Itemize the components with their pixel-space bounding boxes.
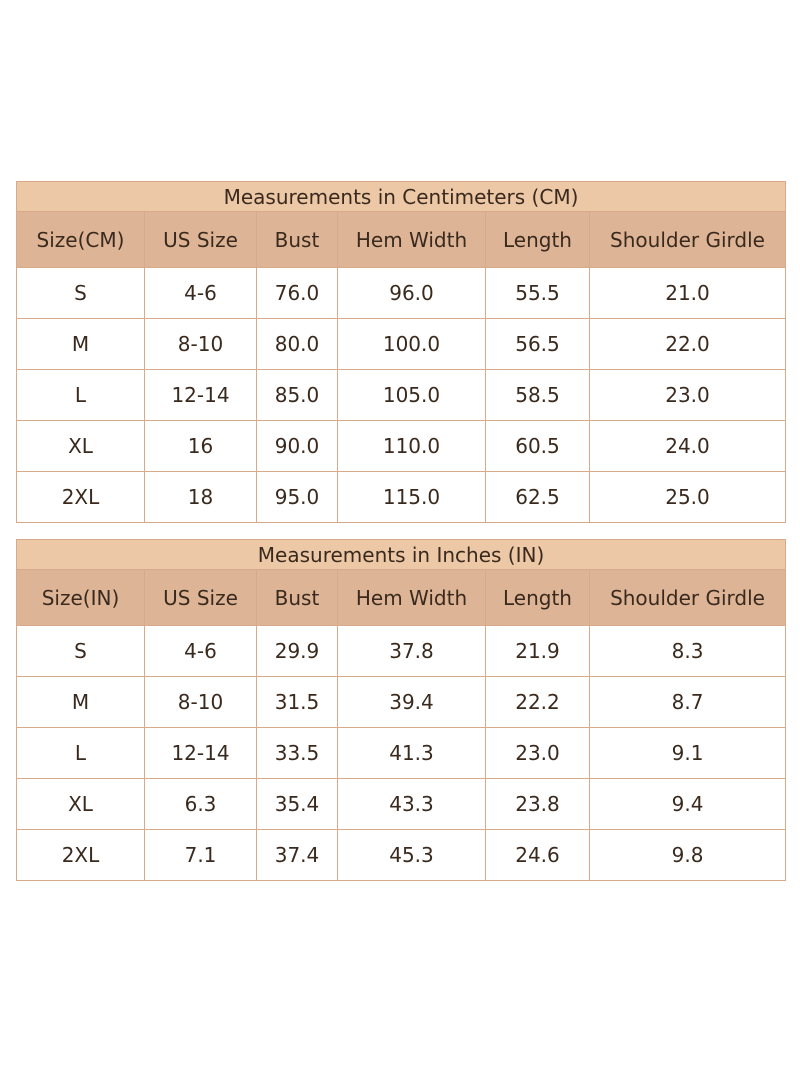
cell: 12-14: [144, 727, 257, 779]
cell: XL: [16, 420, 145, 472]
cell: 115.0: [337, 471, 486, 523]
data-row: 2XL 7.1 37.4 45.3 24.6 9.8: [16, 829, 787, 881]
data-row: M 8-10 31.5 39.4 22.2 8.7: [16, 676, 787, 728]
size-table: Measurements in Inches (IN) Size(IN) US Si…: [15, 539, 787, 881]
cell: 100.0: [337, 318, 486, 370]
cell: 90.0: [256, 420, 338, 472]
column-header: US Size: [144, 569, 257, 626]
cell: 6.3: [144, 778, 257, 830]
cell: L: [16, 727, 145, 779]
column-header: Shoulder Girdle: [589, 211, 786, 268]
cell: 9.4: [588, 778, 787, 830]
cell: 21.9: [485, 625, 590, 677]
cell: 9.8: [588, 829, 787, 881]
cell: 24.0: [589, 420, 786, 472]
cell: M: [16, 318, 145, 370]
cell: XL: [16, 778, 145, 830]
cell: 7.1: [144, 829, 257, 881]
data-row: L 12-14 33.5 41.3 23.0 9.1: [16, 727, 787, 779]
cell: 31.5: [256, 676, 338, 728]
cell: 95.0: [256, 471, 338, 523]
data-row: S 4-6 29.9 37.8 21.9 8.3: [16, 625, 787, 677]
cell: 23.0: [485, 727, 590, 779]
column-header: Bust: [256, 569, 338, 626]
data-row: L 12-14 85.0 105.0 58.5 23.0: [16, 369, 786, 421]
cell: 105.0: [337, 369, 486, 421]
cell: 16: [144, 420, 257, 472]
column-header: Size(CM): [16, 211, 145, 268]
size-table: Measurements in Centimeters (CM) Size(CM)…: [16, 181, 786, 523]
cell: 12-14: [144, 369, 257, 421]
cell: 80.0: [256, 318, 338, 370]
cell: 85.0: [256, 369, 338, 421]
cell: 39.4: [337, 676, 486, 728]
cell: 33.5: [256, 727, 338, 779]
cell: 8.3: [588, 625, 787, 677]
column-header: Length: [485, 211, 590, 268]
cell: 41.3: [337, 727, 486, 779]
data-row: XL 16 90.0 110.0 60.5 24.0: [16, 420, 786, 472]
table-title: Measurements in Centimeters (CM): [16, 181, 786, 212]
cell: 2XL: [16, 829, 145, 881]
cell: 8.7: [588, 676, 787, 728]
cell: 18: [144, 471, 257, 523]
column-header: Size(IN): [16, 569, 145, 626]
title-row: Measurements in Inches (IN): [15, 539, 787, 570]
cell: L: [16, 369, 145, 421]
cell: 22.0: [589, 318, 786, 370]
cell: 35.4: [256, 778, 338, 830]
cell: 23.0: [589, 369, 786, 421]
column-header: Shoulder Girdle: [588, 569, 787, 626]
cell: 37.8: [337, 625, 486, 677]
column-header: Length: [485, 569, 590, 626]
cell: 29.9: [256, 625, 338, 677]
cell: 9.1: [588, 727, 787, 779]
data-row: S 4-6 76.0 96.0 55.5 21.0: [16, 267, 786, 319]
table-title: Measurements in Inches (IN): [15, 539, 787, 570]
title-row: Measurements in Centimeters (CM): [16, 181, 786, 212]
cell: 23.8: [485, 778, 590, 830]
cell: 4-6: [144, 625, 257, 677]
cell: 8-10: [144, 676, 257, 728]
column-header: Bust: [256, 211, 338, 268]
cell: 56.5: [485, 318, 590, 370]
data-row: XL 6.3 35.4 43.3 23.8 9.4: [16, 778, 787, 830]
cell: 37.4: [256, 829, 338, 881]
data-row: 2XL 18 95.0 115.0 62.5 25.0: [16, 471, 786, 523]
cell: 60.5: [485, 420, 590, 472]
column-header: Hem Width: [337, 211, 486, 268]
column-header: Hem Width: [337, 569, 486, 626]
cell: S: [16, 267, 145, 319]
cell: 55.5: [485, 267, 590, 319]
cell: 22.2: [485, 676, 590, 728]
cell: 21.0: [589, 267, 786, 319]
data-row: M 8-10 80.0 100.0 56.5 22.0: [16, 318, 786, 370]
cell: 96.0: [337, 267, 486, 319]
cell: 76.0: [256, 267, 338, 319]
header-row: Size(CM) US Size Bust Hem Width Length Should…: [16, 211, 786, 268]
cell: 4-6: [144, 267, 257, 319]
header-row: Size(IN) US Size Bust Hem Width Length Should…: [16, 569, 787, 626]
cell: S: [16, 625, 145, 677]
cell: 43.3: [337, 778, 486, 830]
column-header: US Size: [144, 211, 257, 268]
cell: 2XL: [16, 471, 145, 523]
cell: 110.0: [337, 420, 486, 472]
cell: 45.3: [337, 829, 486, 881]
cell: 24.6: [485, 829, 590, 881]
cell: 8-10: [144, 318, 257, 370]
cell: M: [16, 676, 145, 728]
cell: 58.5: [485, 369, 590, 421]
cell: 62.5: [485, 471, 590, 523]
cell: 25.0: [589, 471, 786, 523]
